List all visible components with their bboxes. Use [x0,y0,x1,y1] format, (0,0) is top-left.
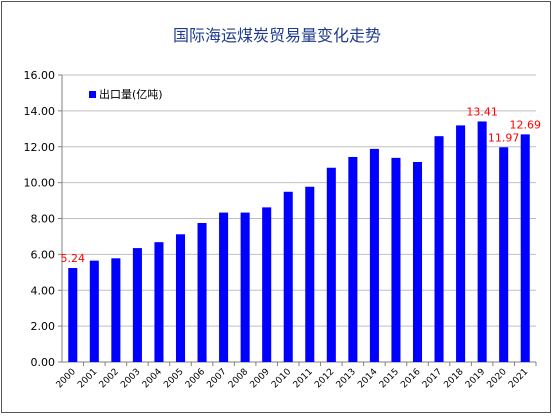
bar [412,161,423,362]
x-tick-label: 2011 [292,367,315,390]
bar [219,212,229,362]
bar [197,222,207,362]
bar [326,167,336,362]
x-tick-label: 2003 [119,367,142,390]
x-tick-label: 2009 [249,367,272,390]
x-tick-label: 2000 [55,367,78,390]
y-tick-label: 2.00 [31,320,56,333]
y-tick-label: 6.00 [31,248,56,261]
x-tick-label: 2004 [141,367,164,390]
bar [391,157,401,362]
bar [283,191,293,362]
x-tick-label: 2001 [76,367,99,390]
x-tick-label: 2012 [313,367,336,390]
x-tick-label: 2015 [378,367,401,390]
x-tick-label: 2019 [464,367,487,390]
x-tick-label: 2005 [162,367,185,390]
bar [305,186,315,362]
bar [477,121,487,362]
chart-title: 国际海运煤炭贸易量变化走势 [172,26,381,45]
x-tick-label: 2002 [98,367,121,390]
y-tick-label: 16.00 [24,69,56,82]
x-tick-label: 2013 [335,367,358,390]
y-tick-label: 0.00 [31,356,56,369]
data-label: 5.24 [61,252,86,265]
bar [240,212,250,362]
x-tick-label: 2010 [270,367,293,390]
bar [68,268,78,362]
bar [348,156,358,362]
x-tick-label: 2017 [421,367,444,390]
y-tick-label: 12.00 [24,141,56,154]
x-tick-label: 2018 [442,367,465,390]
bar [456,125,466,362]
bar [434,136,444,362]
data-label: 11.97 [488,131,520,144]
x-tick-label: 2006 [184,367,207,390]
x-tick-label: 2014 [356,367,379,390]
bar [132,248,142,362]
x-tick-label: 2016 [399,367,422,390]
data-label: 12.69 [509,118,541,131]
bar [499,147,509,362]
legend-label: 出口量(亿吨) [99,87,163,101]
bar [111,258,121,362]
x-tick-label: 2020 [486,367,509,390]
bar [369,148,379,362]
legend-swatch [89,91,96,98]
data-label: 13.41 [466,105,498,118]
y-tick-label: 4.00 [31,284,56,297]
y-tick-label: 14.00 [24,105,56,118]
bar [154,242,164,362]
y-tick-label: 10.00 [24,177,56,190]
x-tick-label: 2021 [507,367,530,390]
x-tick-label: 2008 [227,367,250,390]
y-tick-label: 8.00 [31,213,56,226]
bar [262,207,272,362]
bar [89,260,99,362]
bar [520,134,530,362]
x-tick-label: 2007 [205,367,228,390]
bar [175,234,186,362]
